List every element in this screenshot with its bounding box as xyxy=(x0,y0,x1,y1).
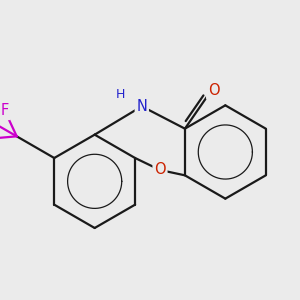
Text: O: O xyxy=(154,163,166,178)
Text: N: N xyxy=(136,99,147,114)
Text: O: O xyxy=(208,83,219,98)
Text: F: F xyxy=(1,103,9,118)
Text: H: H xyxy=(116,88,125,101)
